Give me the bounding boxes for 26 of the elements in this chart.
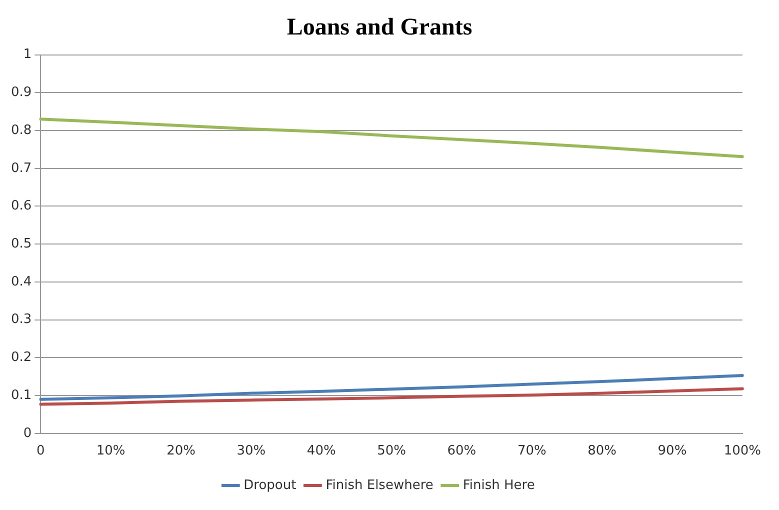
x-tick-label: 100%: [724, 444, 762, 459]
x-tick-label: 60%: [447, 444, 476, 459]
y-tick-label: 0.2: [10, 350, 32, 366]
y-tick-label: 0.8: [10, 122, 32, 138]
x-tick-label: 10%: [96, 444, 126, 459]
y-tick-label: 0.5: [10, 236, 32, 252]
chart-title: Loans and Grants: [286, 14, 472, 41]
y-tick-label: 0.9: [10, 85, 32, 100]
y-tick-label: 0.4: [10, 274, 32, 290]
y-tick-label: 0.3: [10, 312, 32, 328]
y-tick-label: 1: [23, 47, 32, 62]
x-tick-label: 80%: [588, 444, 617, 459]
legend-label: Finish Here: [462, 478, 535, 493]
legend-label: Dropout: [244, 478, 296, 493]
x-tick-label: 30%: [236, 444, 266, 459]
x-tick-label: 40%: [306, 444, 336, 459]
y-tick-label: 0.1: [10, 388, 32, 403]
legend-label: Finish Elsewhere: [326, 478, 434, 493]
x-tick-label: 0: [36, 444, 45, 459]
x-tick-label: 90%: [658, 444, 687, 459]
x-tick-label: 50%: [377, 444, 406, 459]
x-tick-label: 20%: [166, 444, 196, 459]
x-tick-label: 70%: [517, 444, 546, 459]
y-tick-label: 0.7: [10, 160, 32, 176]
y-tick-label: 0: [23, 426, 32, 441]
y-tick-label: 0.6: [10, 198, 32, 214]
